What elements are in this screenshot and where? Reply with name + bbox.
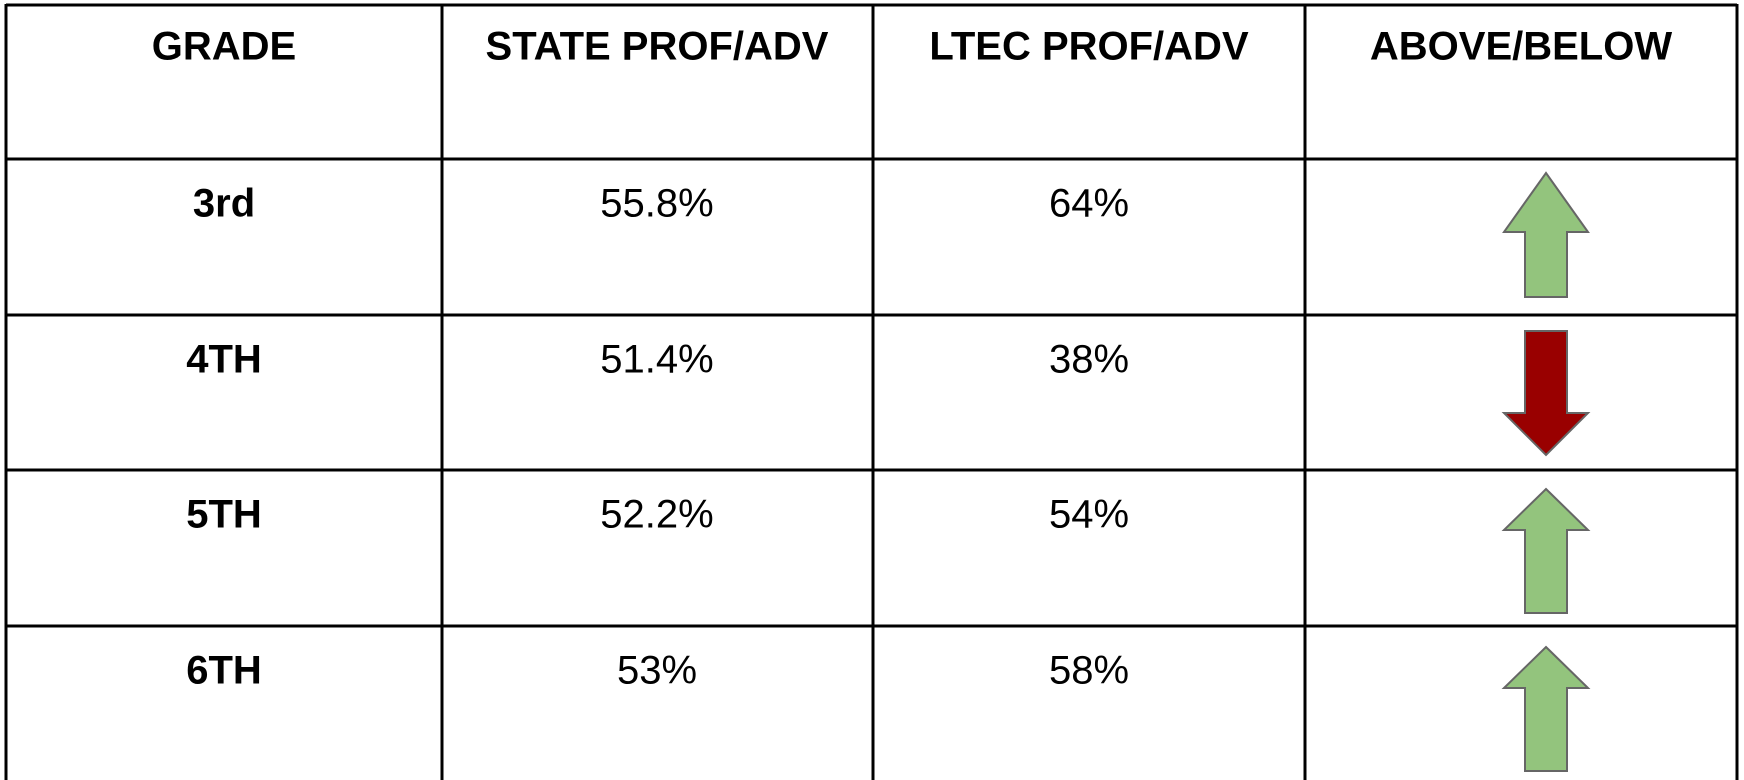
header-cell: ABOVE/BELOW bbox=[1370, 25, 1672, 69]
grade-cell: 4TH bbox=[186, 338, 262, 382]
up-arrow bbox=[1501, 645, 1591, 772]
value-cell: 52.2% bbox=[600, 493, 713, 537]
cells: GRADE STATE PROF/ADV LTEC PROF/ADV ABOVE/BE… bbox=[152, 25, 1673, 693]
value-cell: 54% bbox=[1049, 493, 1129, 537]
value-cell: 64% bbox=[1049, 182, 1129, 226]
up-arrow bbox=[1502, 171, 1590, 298]
grade-cell: 6TH bbox=[186, 649, 262, 693]
grid bbox=[4, 3, 1739, 780]
arrows bbox=[1501, 171, 1591, 772]
value-cell: 53% bbox=[617, 649, 697, 693]
value-cell: 51.4% bbox=[600, 338, 713, 382]
header-cell: LTEC PROF/ADV bbox=[929, 25, 1249, 69]
up-arrow bbox=[1501, 487, 1591, 614]
header-cell: STATE PROF/ADV bbox=[486, 25, 829, 69]
value-cell: 58% bbox=[1049, 649, 1129, 693]
header-cell: GRADE bbox=[152, 25, 296, 69]
grade-cell: 3rd bbox=[193, 182, 255, 226]
value-cell: 38% bbox=[1049, 338, 1129, 382]
grade-cell: 5TH bbox=[186, 493, 262, 537]
down-arrow bbox=[1501, 330, 1591, 457]
value-cell: 55.8% bbox=[600, 182, 713, 226]
